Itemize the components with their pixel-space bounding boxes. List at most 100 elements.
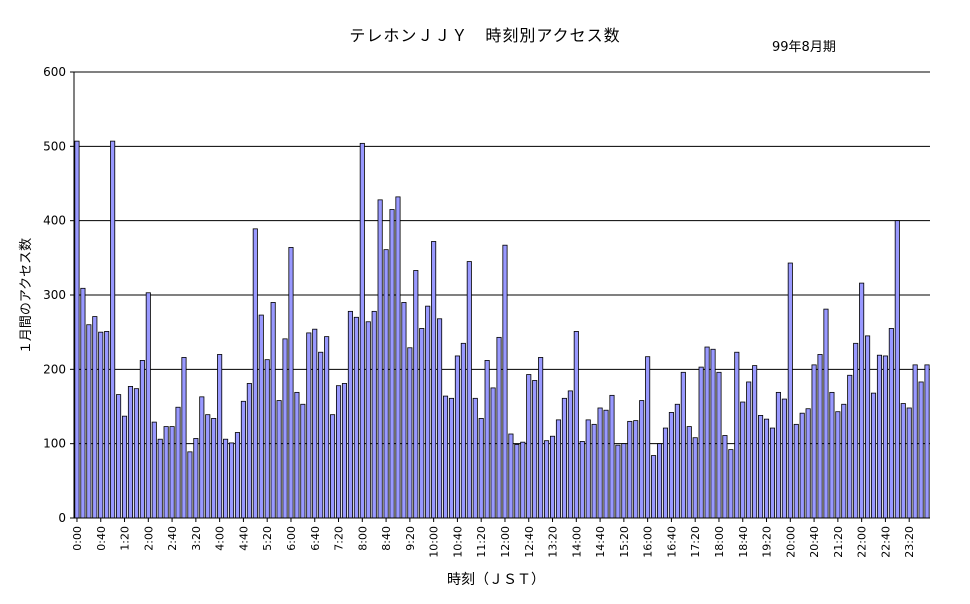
bar — [769, 427, 776, 519]
bar — [876, 354, 883, 519]
bar — [704, 346, 710, 519]
y-axis-label: １月間のアクセス数 — [19, 238, 34, 354]
bar — [401, 302, 407, 519]
bar — [437, 318, 443, 519]
bar — [460, 342, 466, 519]
x-tick-label: 17:20 — [689, 526, 702, 558]
bar — [341, 383, 348, 519]
x-tick-label: 22:00 — [856, 526, 869, 558]
bar — [508, 433, 514, 519]
bar — [288, 247, 294, 519]
bar — [656, 443, 663, 519]
bar — [781, 398, 787, 519]
bar — [621, 443, 627, 519]
x-tick-label: 0:00 — [71, 526, 84, 551]
bar — [627, 420, 633, 519]
bar — [763, 418, 770, 519]
x-tick-label: 8:00 — [356, 526, 369, 551]
x-tick-label: 19:20 — [761, 526, 774, 558]
x-tick-label: 3:20 — [190, 526, 203, 551]
x-tick-label: 14:00 — [570, 526, 583, 558]
bar — [270, 302, 276, 519]
bar — [787, 262, 793, 519]
bar — [722, 435, 728, 519]
bar — [680, 371, 686, 519]
bar — [133, 388, 139, 519]
bar — [425, 305, 431, 519]
bar — [74, 140, 80, 519]
bar — [175, 406, 181, 519]
bar — [478, 417, 484, 519]
x-tick-label: 11:20 — [475, 526, 488, 558]
y-tick-label: 0 — [58, 511, 66, 525]
bar — [728, 449, 734, 519]
x-tick-label: 20:00 — [784, 526, 797, 558]
bar — [395, 196, 401, 519]
bar — [805, 408, 811, 519]
bar — [419, 328, 425, 519]
bar — [615, 444, 621, 519]
gridlines — [74, 71, 930, 445]
bar — [193, 438, 199, 519]
y-tick-label: 500 — [43, 139, 66, 153]
bar — [502, 244, 508, 519]
bar — [853, 342, 859, 519]
bar — [740, 401, 746, 519]
bar — [870, 392, 877, 519]
bar — [217, 354, 223, 519]
bar — [234, 432, 241, 519]
bar — [841, 403, 847, 519]
bar — [86, 324, 92, 519]
bar — [145, 292, 151, 519]
bar — [294, 391, 300, 519]
bar — [686, 426, 692, 519]
bar — [882, 355, 888, 519]
bar — [205, 414, 211, 519]
bar — [116, 394, 122, 519]
bar — [633, 420, 639, 519]
bar — [639, 400, 645, 519]
bar — [561, 397, 567, 519]
bar — [579, 441, 585, 519]
x-tick-label: 16:40 — [665, 526, 678, 558]
x-tick-label: 16:00 — [642, 526, 655, 558]
bar — [383, 249, 389, 519]
bar — [865, 335, 871, 519]
bar — [151, 421, 157, 519]
bar — [752, 365, 758, 519]
bar — [377, 199, 383, 519]
bar — [407, 347, 413, 519]
x-tick-label: 7:20 — [333, 526, 346, 551]
bar — [793, 423, 799, 519]
x-tick-label: 18:40 — [737, 526, 750, 558]
x-tick-label: 2:00 — [142, 526, 155, 551]
bar — [330, 414, 336, 519]
bar — [389, 209, 395, 519]
bar — [490, 387, 496, 519]
bar — [894, 220, 900, 519]
x-tick-label: 6:40 — [309, 526, 322, 551]
bar — [651, 455, 657, 519]
x-tick-label: 13:20 — [547, 526, 560, 558]
bar — [163, 426, 169, 519]
x-tick-label: 10:00 — [428, 526, 441, 558]
bar — [121, 415, 128, 519]
bar — [603, 409, 609, 519]
bar — [211, 417, 217, 519]
x-axis-label: 時刻（ＪＳＴ） — [447, 572, 545, 588]
bar — [746, 381, 752, 519]
bar — [668, 412, 674, 519]
bar — [199, 396, 205, 519]
bar — [127, 386, 134, 519]
bar — [918, 381, 924, 519]
x-tick-label: 18:00 — [713, 526, 726, 558]
bar — [823, 308, 829, 519]
bar — [912, 364, 918, 519]
bar — [549, 435, 556, 519]
chart-title: テレホンＪＪＹ 時刻別アクセス数 — [349, 26, 621, 45]
bar — [110, 140, 116, 519]
bar — [514, 444, 520, 519]
bar — [169, 426, 175, 519]
bar — [544, 440, 550, 519]
